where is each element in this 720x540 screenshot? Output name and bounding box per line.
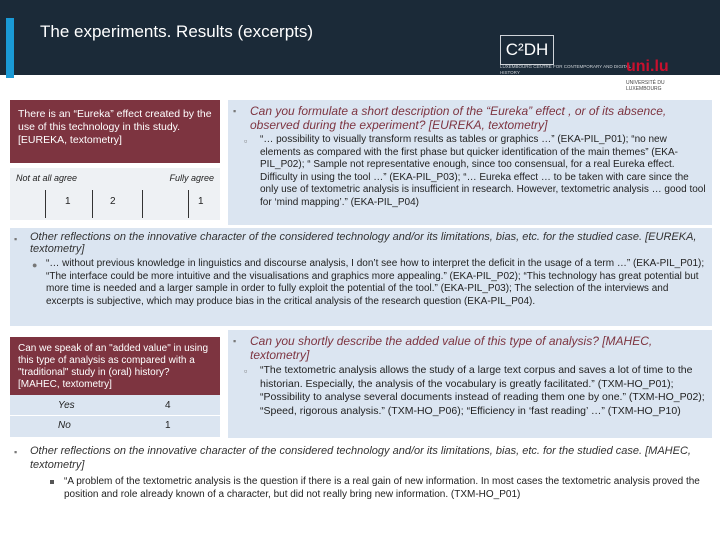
eureka-rating-scale: Not at all agree Fully agree 1 2 1 bbox=[10, 168, 220, 220]
slide-title: The experiments. Results (excerpts) bbox=[40, 22, 314, 41]
bullet-icon: ▪ bbox=[233, 336, 237, 346]
added-value-statement-box: Can we speak of an "added value" in usin… bbox=[10, 337, 220, 395]
reflection-mahec-heading: Other reflections on the innovative char… bbox=[30, 445, 691, 471]
bullet-icon: ● bbox=[32, 260, 38, 270]
reflection-mahec-text: “A problem of the textometric analysis i… bbox=[64, 476, 700, 500]
eureka-statement-box: There is an “Eureka” effect created by t… bbox=[10, 100, 220, 163]
added-value-question: Can you shortly describe the added value… bbox=[250, 334, 653, 362]
scale-value: 2 bbox=[110, 196, 116, 207]
bullet-icon: ▪ bbox=[14, 234, 18, 244]
added-value-answer-box bbox=[228, 330, 712, 438]
header-accent-bar bbox=[6, 18, 14, 78]
bullet-icon: ▫ bbox=[244, 136, 248, 146]
scale-tick bbox=[92, 190, 93, 218]
reflection-eureka-heading: Other reflections on the innovative char… bbox=[30, 231, 697, 255]
table-row-value: 1 bbox=[165, 420, 171, 431]
table-row-label: Yes bbox=[58, 400, 75, 411]
added-value-statement: Can we speak of an "added value" in usin… bbox=[18, 343, 209, 390]
reflection-eureka-text: “… without previous knowledge in linguis… bbox=[46, 258, 705, 307]
table-row-value: 4 bbox=[165, 400, 171, 411]
bullet-icon: ▫ bbox=[244, 366, 248, 376]
added-value-table bbox=[10, 395, 220, 437]
scale-label-left: Not at all agree bbox=[16, 173, 78, 183]
scale-value: 1 bbox=[198, 196, 204, 207]
reflection-eureka-box bbox=[10, 228, 712, 326]
eureka-answer-box bbox=[228, 100, 712, 225]
scale-value: 1 bbox=[65, 196, 71, 207]
bullet-icon: ▪ bbox=[14, 447, 18, 457]
table-separator bbox=[10, 415, 220, 416]
eureka-answer: “… possibility to visually transform res… bbox=[260, 134, 706, 208]
uni-lu-logo: uni.lu bbox=[626, 58, 669, 75]
table-row-label: No bbox=[58, 420, 71, 431]
c2dh-logo-subtitle: LUXEMBOURG CENTRE FOR CONTEMPORARY AND D… bbox=[500, 64, 631, 75]
scale-tick bbox=[188, 190, 189, 218]
scale-tick bbox=[45, 190, 46, 218]
scale-tick bbox=[142, 190, 143, 218]
c2dh-logo: C²DH bbox=[500, 35, 554, 65]
added-value-answer: “The textometric analysis allows the stu… bbox=[260, 364, 705, 417]
eureka-statement: There is an “Eureka” effect created by t… bbox=[18, 108, 212, 146]
eureka-question: Can you formulate a short description of… bbox=[250, 104, 667, 132]
scale-label-right: Fully agree bbox=[169, 173, 214, 183]
bullet-icon: ▪ bbox=[233, 106, 237, 116]
bullet-icon bbox=[50, 480, 54, 484]
slide-header: The experiments. Results (excerpts) C²DH… bbox=[0, 0, 720, 78]
uni-lu-logo-subtitle: UNIVERSITÉ DU LUXEMBOURG bbox=[626, 80, 665, 92]
